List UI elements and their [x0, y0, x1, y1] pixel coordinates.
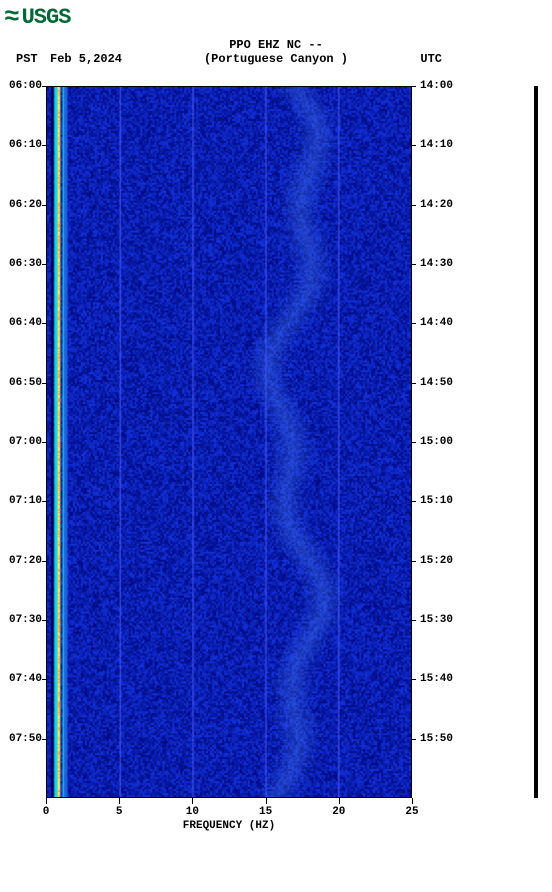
y-tick-label-left: 07:30 — [2, 614, 42, 626]
x-tick — [266, 798, 267, 804]
x-tick-label: 15 — [259, 806, 272, 818]
y-tick-left — [42, 86, 46, 87]
y-tick-right — [412, 383, 416, 384]
y-tick-left — [42, 383, 46, 384]
y-tick-right — [412, 86, 416, 87]
colorbar — [534, 86, 538, 798]
station-code: PPO EHZ NC -- — [0, 38, 552, 52]
spectrogram-plot — [46, 86, 412, 798]
y-tick-right — [412, 620, 416, 621]
y-tick-label-right: 14:20 — [420, 199, 460, 211]
y-tick-label-left: 06:10 — [2, 139, 42, 151]
y-tick-left — [42, 442, 46, 443]
x-tick-label: 25 — [405, 806, 418, 818]
y-tick-label-right: 14:10 — [420, 139, 460, 151]
y-tick-label-right: 15:20 — [420, 555, 460, 567]
x-tick — [46, 798, 47, 804]
spectrogram-canvas — [47, 87, 411, 797]
y-tick-label-right: 14:00 — [420, 80, 460, 92]
y-tick-label-left: 07:10 — [2, 495, 42, 507]
usgs-wave-icon: ≈ — [4, 2, 18, 32]
y-tick-label-right: 14:30 — [420, 258, 460, 270]
y-tick-left — [42, 739, 46, 740]
y-tick-label-left: 06:50 — [2, 377, 42, 389]
x-tick — [339, 798, 340, 804]
y-tick-label-left: 07:40 — [2, 673, 42, 685]
y-tick-label-right: 14:40 — [420, 317, 460, 329]
y-tick-left — [42, 323, 46, 324]
y-tick-right — [412, 323, 416, 324]
y-tick-label-right: 14:50 — [420, 377, 460, 389]
y-tick-right — [412, 679, 416, 680]
location-label: (Portuguese Canyon ) — [0, 52, 552, 66]
x-tick-label: 5 — [116, 806, 123, 818]
x-axis-label: FREQUENCY (HZ) — [46, 820, 412, 832]
y-tick-label-left: 06:20 — [2, 199, 42, 211]
x-tick — [412, 798, 413, 804]
y-tick-label-left: 07:00 — [2, 436, 42, 448]
y-tick-right — [412, 145, 416, 146]
y-tick-label-left: 06:40 — [2, 317, 42, 329]
usgs-logo: ≈ USGS — [4, 2, 70, 32]
y-tick-label-right: 15:10 — [420, 495, 460, 507]
y-tick-left — [42, 679, 46, 680]
y-tick-right — [412, 739, 416, 740]
y-tick-label-right: 15:50 — [420, 733, 460, 745]
y-tick-label-right: 15:40 — [420, 673, 460, 685]
y-tick-right — [412, 442, 416, 443]
x-tick-label: 0 — [43, 806, 50, 818]
x-tick — [192, 798, 193, 804]
y-tick-label-right: 15:00 — [420, 436, 460, 448]
y-tick-label-left: 07:20 — [2, 555, 42, 567]
timezone-right-label: UTC — [420, 52, 442, 66]
y-tick-right — [412, 205, 416, 206]
y-tick-label-left: 06:00 — [2, 80, 42, 92]
usgs-logo-text: USGS — [22, 5, 71, 30]
x-tick — [119, 798, 120, 804]
y-tick-left — [42, 264, 46, 265]
y-tick-right — [412, 264, 416, 265]
x-tick-label: 10 — [186, 806, 199, 818]
y-tick-right — [412, 501, 416, 502]
y-tick-left — [42, 501, 46, 502]
y-tick-left — [42, 145, 46, 146]
y-tick-left — [42, 561, 46, 562]
y-tick-label-left: 07:50 — [2, 733, 42, 745]
y-tick-label-left: 06:30 — [2, 258, 42, 270]
y-tick-label-right: 15:30 — [420, 614, 460, 626]
x-tick-label: 20 — [332, 806, 345, 818]
y-tick-left — [42, 620, 46, 621]
y-tick-left — [42, 205, 46, 206]
y-tick-right — [412, 561, 416, 562]
